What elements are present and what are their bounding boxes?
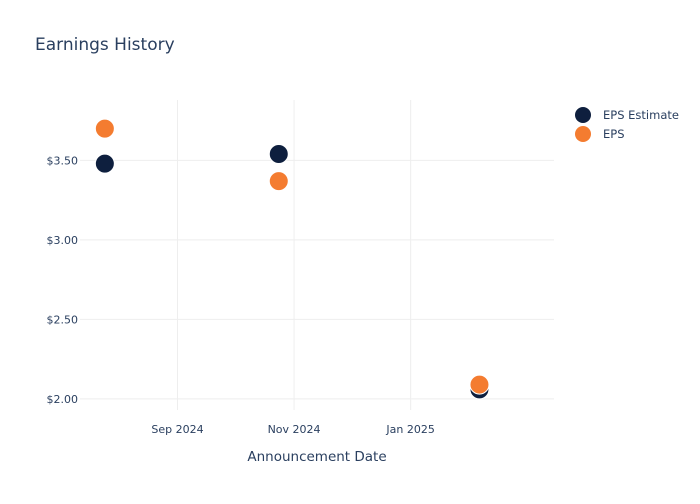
y-tick-label: $3.00 <box>47 234 79 247</box>
series-eps-estimate <box>94 144 490 400</box>
data-point[interactable] <box>469 374 490 395</box>
data-point[interactable] <box>268 171 289 192</box>
chart-title: Earnings History <box>35 35 175 55</box>
data-point[interactable] <box>268 144 289 165</box>
x-tick-label: Jan 2025 <box>385 423 434 436</box>
x-axis-title: Announcement Date <box>247 449 386 465</box>
data-point[interactable] <box>94 118 115 139</box>
y-tick-label: $3.50 <box>47 154 79 167</box>
grid-layer <box>80 100 554 410</box>
legend-item[interactable]: EPS <box>575 126 625 142</box>
legend-label: EPS Estimate <box>603 108 679 122</box>
y-tick-label: $2.00 <box>47 393 79 406</box>
data-point[interactable] <box>94 153 115 174</box>
legend-marker <box>575 107 591 123</box>
x-tick-label: Nov 2024 <box>268 423 321 436</box>
series-eps <box>94 118 490 395</box>
point-layer <box>94 118 490 400</box>
legend-label: EPS <box>603 127 625 141</box>
legend[interactable]: EPS Estimate EPS <box>575 107 679 142</box>
legend-item[interactable]: EPS Estimate <box>575 107 679 123</box>
x-tick-label: Sep 2024 <box>151 423 203 436</box>
tick-layer: $2.00 $2.50 $3.00 $3.50 Sep 2024 Nov 2024 Jan … <box>47 154 435 436</box>
y-tick-label: $2.50 <box>47 313 79 326</box>
legend-marker <box>575 126 591 142</box>
